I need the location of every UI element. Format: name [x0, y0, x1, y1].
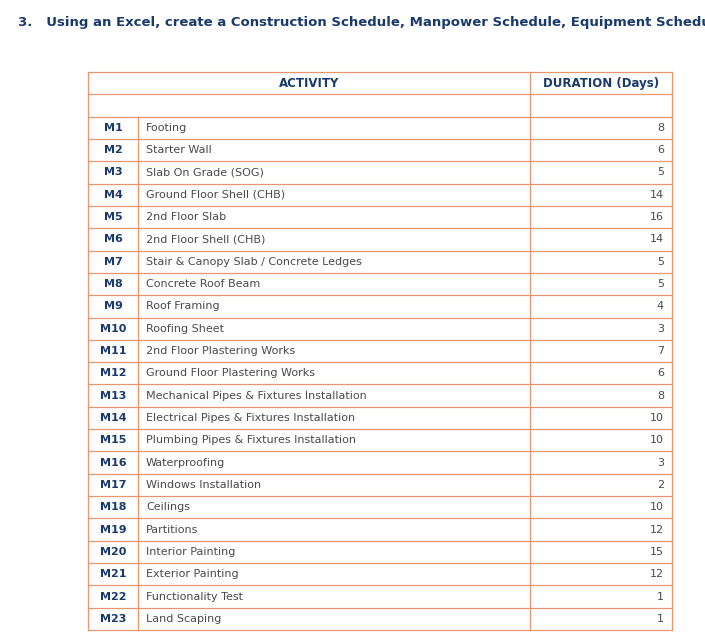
Text: M14: M14: [99, 413, 126, 423]
Text: ACTIVITY: ACTIVITY: [278, 77, 339, 89]
Text: 12: 12: [650, 569, 664, 579]
Text: 2nd Floor Shell (CHB): 2nd Floor Shell (CHB): [146, 235, 265, 244]
Text: M20: M20: [100, 547, 126, 557]
Text: Mechanical Pipes & Fixtures Installation: Mechanical Pipes & Fixtures Installation: [146, 390, 367, 401]
Text: 10: 10: [650, 502, 664, 512]
Text: Concrete Roof Beam: Concrete Roof Beam: [146, 279, 260, 289]
Text: 5: 5: [657, 257, 664, 266]
Text: Ground Floor Plastering Works: Ground Floor Plastering Works: [146, 368, 315, 378]
Text: M4: M4: [104, 190, 123, 200]
Text: M9: M9: [104, 302, 123, 311]
Text: 14: 14: [650, 235, 664, 244]
Text: M11: M11: [99, 346, 126, 356]
Text: Stair & Canopy Slab / Concrete Ledges: Stair & Canopy Slab / Concrete Ledges: [146, 257, 362, 266]
Text: M6: M6: [104, 235, 123, 244]
Text: 15: 15: [650, 547, 664, 557]
Text: Footing: Footing: [146, 123, 188, 133]
Text: 2nd Floor Slab: 2nd Floor Slab: [146, 212, 226, 222]
Text: Partitions: Partitions: [146, 525, 198, 535]
Text: 1: 1: [657, 592, 664, 601]
Text: Plumbing Pipes & Fixtures Installation: Plumbing Pipes & Fixtures Installation: [146, 435, 356, 445]
Text: M3: M3: [104, 167, 122, 178]
Text: Roofing Sheet: Roofing Sheet: [146, 324, 224, 334]
Text: Land Scaping: Land Scaping: [146, 614, 221, 624]
Text: M8: M8: [104, 279, 123, 289]
Text: 10: 10: [650, 413, 664, 423]
Text: 8: 8: [657, 123, 664, 133]
Text: M22: M22: [99, 592, 126, 601]
Text: M18: M18: [99, 502, 126, 512]
Text: 3: 3: [657, 458, 664, 468]
Text: Roof Framing: Roof Framing: [146, 302, 220, 311]
Text: 16: 16: [650, 212, 664, 222]
Text: Electrical Pipes & Fixtures Installation: Electrical Pipes & Fixtures Installation: [146, 413, 355, 423]
Text: M1: M1: [104, 123, 123, 133]
Text: 1: 1: [657, 614, 664, 624]
Text: 6: 6: [657, 368, 664, 378]
Text: 5: 5: [657, 279, 664, 289]
Text: M2: M2: [104, 145, 123, 155]
Text: 3: 3: [657, 324, 664, 334]
Text: M5: M5: [104, 212, 122, 222]
Text: M19: M19: [99, 525, 126, 535]
Text: Ground Floor Shell (CHB): Ground Floor Shell (CHB): [146, 190, 285, 200]
Text: Waterproofing: Waterproofing: [146, 458, 226, 468]
Text: 12: 12: [650, 525, 664, 535]
Text: Ceilings: Ceilings: [146, 502, 190, 512]
Text: Interior Painting: Interior Painting: [146, 547, 235, 557]
Text: M7: M7: [104, 257, 123, 266]
Text: 8: 8: [657, 390, 664, 401]
Text: M13: M13: [100, 390, 126, 401]
Text: M17: M17: [99, 480, 126, 490]
Text: Slab On Grade (SOG): Slab On Grade (SOG): [146, 167, 264, 178]
Text: M12: M12: [99, 368, 126, 378]
Text: 5: 5: [657, 167, 664, 178]
Text: M16: M16: [99, 458, 126, 468]
Text: Starter Wall: Starter Wall: [146, 145, 212, 155]
Text: 2nd Floor Plastering Works: 2nd Floor Plastering Works: [146, 346, 295, 356]
Text: 3.   Using an Excel, create a Construction Schedule, Manpower Schedule, Equipmen: 3. Using an Excel, create a Construction…: [18, 16, 705, 29]
Text: M10: M10: [100, 324, 126, 334]
Text: M15: M15: [100, 435, 126, 445]
Text: DURATION (Days): DURATION (Days): [543, 77, 659, 89]
Text: 10: 10: [650, 435, 664, 445]
Text: 4: 4: [657, 302, 664, 311]
Text: M21: M21: [99, 569, 126, 579]
Text: M23: M23: [100, 614, 126, 624]
Text: 2: 2: [657, 480, 664, 490]
Text: 6: 6: [657, 145, 664, 155]
Text: Exterior Painting: Exterior Painting: [146, 569, 238, 579]
Text: 14: 14: [650, 190, 664, 200]
Text: Functionality Test: Functionality Test: [146, 592, 243, 601]
Text: Windows Installation: Windows Installation: [146, 480, 261, 490]
Text: 7: 7: [657, 346, 664, 356]
